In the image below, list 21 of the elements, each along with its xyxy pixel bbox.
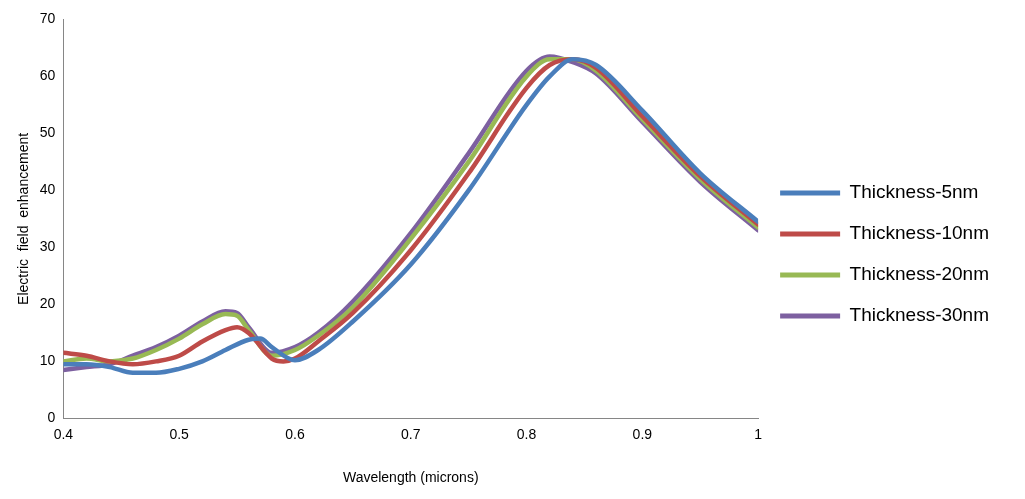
y-tick-label: 70: [39, 10, 56, 27]
x-tick-label: 0.8: [516, 425, 537, 442]
legend-label: Thickness-20nm: [849, 263, 990, 285]
x-tick-label: 0.5: [169, 425, 190, 442]
x-tick-label: 1: [754, 425, 763, 442]
x-tick-label: 0.4: [53, 425, 74, 442]
x-tick-label: 0.6: [285, 425, 305, 442]
x-axis-title: Wavelength (microns): [342, 469, 479, 486]
legend-label: Thickness-5nm: [849, 181, 979, 203]
y-tick-label: 60: [39, 67, 56, 84]
legend-label: Thickness-30nm: [849, 304, 990, 326]
y-tick-label: 30: [39, 238, 56, 255]
legend-label: Thickness-10nm: [849, 222, 990, 244]
y-axis-title: Electric field enhancement: [15, 132, 32, 305]
y-tick-label: 0: [47, 409, 56, 426]
x-tick-label: 0.9: [632, 425, 653, 442]
y-tick-label: 20: [39, 295, 56, 312]
y-tick-label: 50: [39, 124, 56, 141]
y-tick-label: 10: [39, 352, 56, 369]
y-tick-label: 40: [39, 181, 56, 198]
x-tick-label: 0.7: [401, 425, 421, 442]
